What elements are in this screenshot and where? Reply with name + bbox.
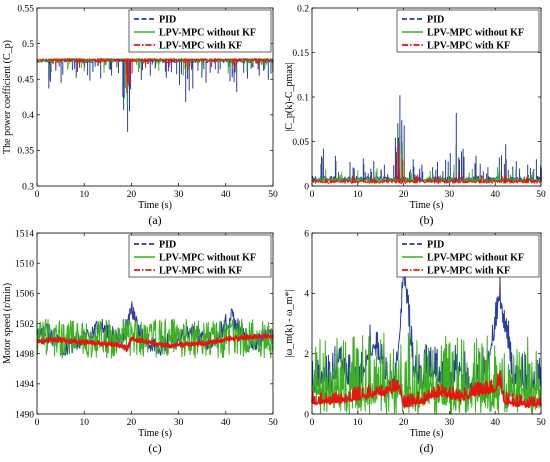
legend-box: [128, 234, 272, 278]
x-tick-label: 20: [399, 418, 409, 428]
panel-label: (c): [148, 441, 161, 455]
series-line-lpv-mpc-with-kf: [311, 142, 542, 184]
x-tick-label: 50: [268, 190, 278, 200]
y-tick-label: 1490: [15, 410, 34, 420]
y-tick-label: 0.4: [22, 111, 34, 121]
y-tick-label: 1506: [15, 290, 34, 300]
chart-panel-2: 0 10 20 30 40 50 1490 1494 1498 1502 1506 1510 1514 T…: [2, 229, 278, 455]
legend-entry: PID: [427, 240, 444, 251]
x-tick-label: 0: [35, 418, 40, 428]
x-tick-label: 0: [310, 418, 315, 428]
panel-label: (b): [420, 213, 434, 227]
x-tick-label: 50: [268, 418, 278, 428]
y-tick-label: 0.3: [22, 182, 34, 192]
y-tick-label: 0.1: [297, 93, 309, 103]
axes-frame: [311, 232, 542, 415]
x-axis-label: Time (s): [138, 428, 172, 439]
y-tick-label: 1502: [15, 320, 34, 330]
y-tick-label: 0.15: [292, 49, 309, 59]
y-tick-label: 0.35: [17, 147, 34, 157]
legend-entry: PID: [159, 15, 176, 26]
series-trend-with-kf: [36, 335, 273, 351]
chart-panel-1: 0 10 20 30 40 50 0 0.05 0.1 0.15 0.2 Time (s) |C_p(k…: [284, 4, 546, 227]
y-tick-label: 0.05: [292, 138, 309, 148]
y-tick-label: 1510: [15, 259, 34, 269]
y-tick-label: 6: [304, 229, 309, 239]
panel-label: (a): [148, 213, 161, 227]
x-tick-label: 50: [536, 418, 546, 428]
legend-box: [128, 9, 272, 53]
y-axis-label-group: |ω_m(k) - ω_m*|: [284, 290, 295, 358]
axes-frame: [36, 7, 274, 187]
legend-entry: LPV-MPC without KF: [427, 253, 524, 264]
x-tick-label: 30: [174, 418, 184, 428]
series-line-lpv-mpc-with-kf: [311, 370, 542, 409]
x-tick-label: 40: [490, 190, 500, 200]
y-tick-label: 2: [304, 350, 309, 360]
x-tick-label: 10: [353, 190, 363, 200]
legend-entry: LPV-MPC with KF: [159, 41, 242, 52]
legend-entry: PID: [427, 15, 444, 26]
legend-entry: LPV-MPC without KF: [159, 253, 256, 264]
legend-entry: LPV-MPC without KF: [159, 28, 256, 39]
legend-entry: PID: [159, 240, 176, 251]
y-tick-label: 1494: [15, 380, 34, 390]
panel-label: (d): [420, 441, 434, 455]
legend-box: [396, 9, 540, 53]
y-tick-label: 0.5: [22, 40, 34, 50]
y-axis-label-group: Motor speed (r/min): [2, 283, 13, 364]
legend-entry: LPV-MPC with KF: [159, 266, 242, 277]
x-axis-label: Time (s): [410, 428, 444, 439]
x-axis-label: Time (s): [410, 200, 444, 211]
x-tick-label: 40: [221, 418, 231, 428]
chart-panel-0: 0 10 20 30 40 50 0.3 0.35 0.4 0.45 0.5 0.55 Time (s)…: [2, 4, 278, 227]
y-tick-label: 0: [304, 410, 309, 420]
y-tick-label: 1514: [15, 229, 34, 239]
y-tick-label: 0.2: [297, 4, 309, 14]
y-axis-label: The power coefficient (C_p): [2, 40, 13, 154]
y-axis-label-group: |C_p(k)-C_pmax|: [284, 62, 295, 132]
x-tick-label: 20: [127, 190, 137, 200]
y-tick-label: 0.45: [17, 76, 34, 86]
y-axis-label: |ω_m(k) - ω_m*|: [284, 290, 295, 358]
x-tick-label: 0: [310, 190, 315, 200]
x-tick-label: 0: [35, 190, 40, 200]
series-line-lpv-mpc-with-kf: [36, 58, 274, 94]
x-tick-label: 20: [127, 418, 137, 428]
y-tick-label: 4: [304, 290, 309, 300]
legend-entry: LPV-MPC with KF: [427, 41, 510, 52]
legend-box: [396, 234, 540, 278]
y-tick-label: 0: [304, 182, 309, 192]
y-tick-label: 1498: [15, 350, 34, 360]
x-tick-label: 40: [221, 190, 231, 200]
chart-panel-3: 0 10 20 30 40 50 0 2 4 6 Time (s) |ω_m(k) - ω_m*| (d…: [284, 229, 546, 455]
y-axis-label: |C_p(k)-C_pmax|: [284, 62, 295, 132]
x-tick-label: 10: [79, 190, 89, 200]
x-axis-label: Time (s): [138, 200, 172, 211]
y-axis-label-group: The power coefficient (C_p): [2, 40, 13, 154]
x-tick-label: 40: [490, 418, 500, 428]
x-tick-label: 30: [445, 190, 455, 200]
x-tick-label: 20: [399, 190, 409, 200]
legend-entry: LPV-MPC without KF: [427, 28, 524, 39]
x-tick-label: 10: [353, 418, 363, 428]
legend-entry: LPV-MPC with KF: [427, 266, 510, 277]
y-axis-label: Motor speed (r/min): [2, 283, 13, 364]
y-tick-label: 0.55: [17, 4, 34, 14]
x-tick-label: 10: [79, 418, 89, 428]
x-tick-label: 30: [445, 418, 455, 428]
x-tick-label: 50: [536, 190, 546, 200]
x-tick-label: 30: [174, 190, 184, 200]
